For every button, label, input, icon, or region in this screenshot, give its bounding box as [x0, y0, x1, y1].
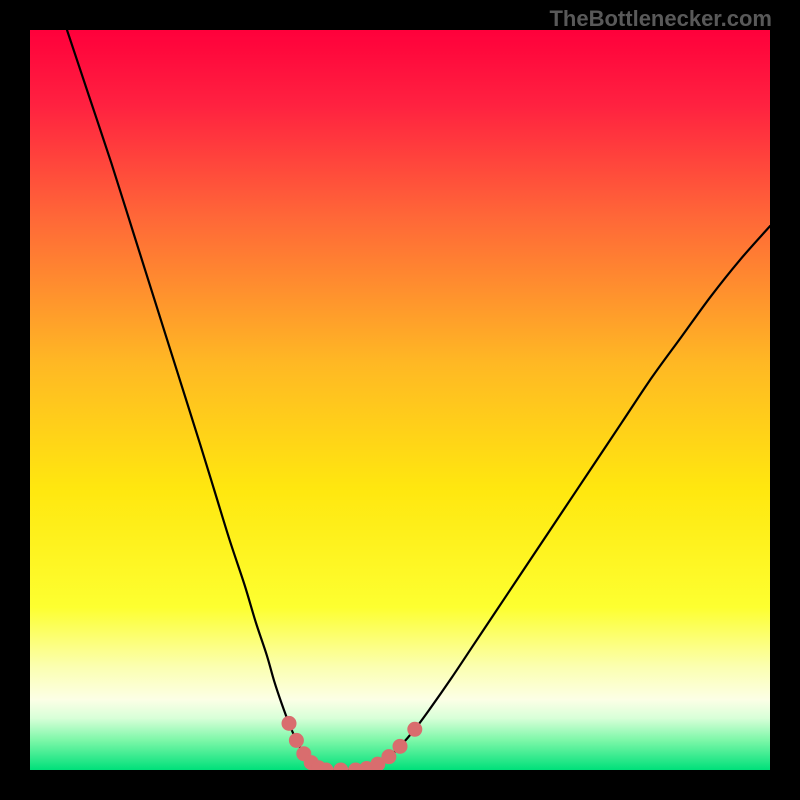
chart-svg-overlay — [0, 0, 800, 800]
scatter-point — [282, 716, 297, 731]
bottleneck-curve — [67, 30, 770, 770]
watermark-text: TheBottlenecker.com — [549, 6, 772, 32]
scatter-point — [319, 763, 334, 778]
scatter-point — [289, 733, 304, 748]
scatter-point — [381, 749, 396, 764]
scatter-point — [393, 739, 408, 754]
scatter-point — [407, 722, 422, 737]
chart-stage: TheBottlenecker.com — [0, 0, 800, 800]
scatter-point — [333, 763, 348, 778]
